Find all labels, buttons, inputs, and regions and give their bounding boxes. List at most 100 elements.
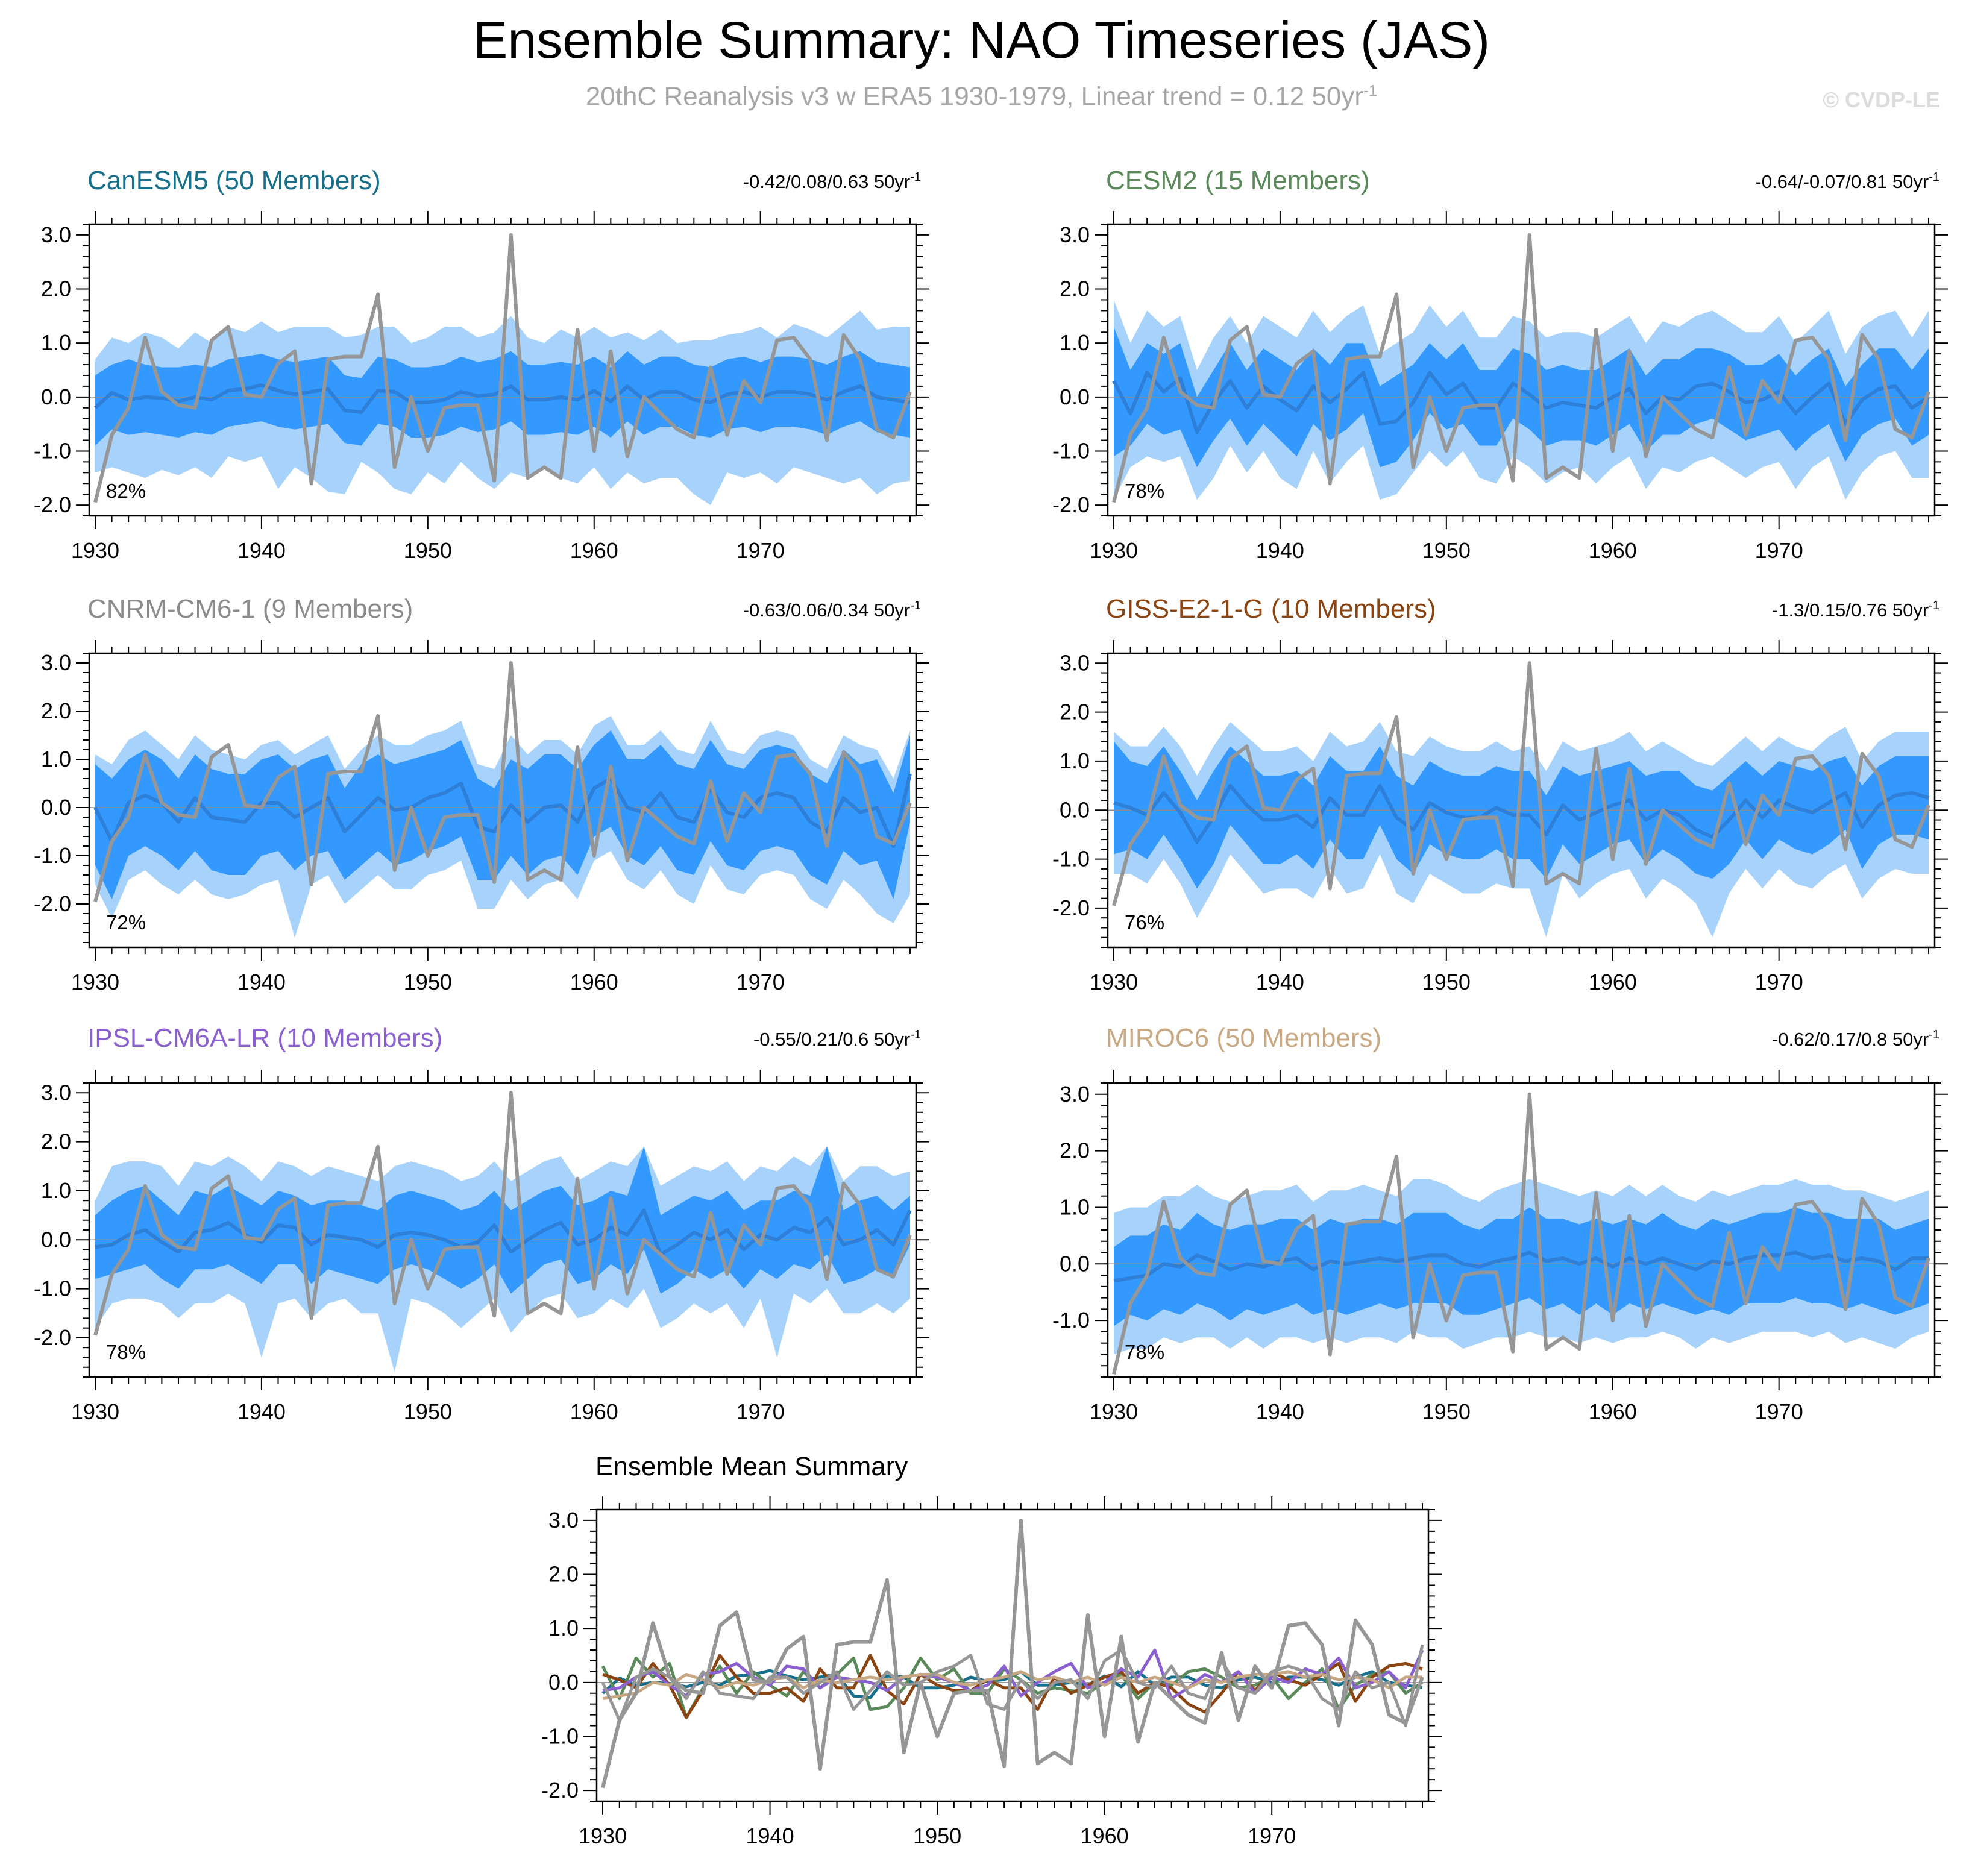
x-tick-label: 1930 [71, 1399, 119, 1424]
series-line-miroc6 [602, 1670, 1422, 1701]
x-tick-label: 1970 [1248, 1824, 1296, 1848]
series-line-cnrm-cm6-1 [601, 1644, 1424, 1727]
panel-trend: -0.42/0.08/0.63 50yr-1 [743, 171, 921, 192]
x-tick-label: 1940 [1256, 538, 1304, 563]
ensemble-mean-line [93, 773, 912, 848]
x-tick-label: 1960 [570, 970, 618, 994]
panel-title: GISS-E2-1-G (10 Members) [1106, 594, 1436, 624]
x-tick-label: 1930 [71, 970, 119, 994]
trend-value: -0.55/0.21/0.6 50yr [753, 1029, 910, 1050]
panel-ensemble-mean-summary: Ensemble Mean Summary -2.0 -1.0 0.0 1.0 2.0 3.… [541, 1452, 1442, 1848]
y-tick-label: 2.0 [1060, 277, 1090, 301]
y-tick-label: 3.0 [41, 1080, 71, 1105]
panel-trend: -0.55/0.21/0.6 50yr-1 [753, 1028, 921, 1050]
plot-area [1108, 233, 1935, 503]
y-tick-label: 3.0 [41, 222, 71, 247]
subtitle-superscript: -1 [1363, 81, 1378, 99]
y-tick-label: -2.0 [34, 492, 71, 517]
percentile-label: 78% [1125, 1341, 1164, 1363]
y-tick-label: 0.0 [548, 1670, 579, 1695]
panel-canesm5: CanESM5 (50 Members) -0.42/0.08/0.63 50yr… [34, 166, 929, 563]
y-tick-label: 1.0 [41, 747, 71, 771]
x-tick-label: 1930 [71, 538, 119, 563]
x-tick-label: 1940 [237, 970, 286, 994]
x-tick-label: 1930 [579, 1824, 627, 1848]
panel-title: CESM2 (15 Members) [1106, 166, 1370, 195]
x-tick-label: 1970 [737, 970, 785, 994]
ensemble-mean-line [1113, 1250, 1929, 1283]
panel-giss-e2-1-g: GISS-E2-1-G (10 Members) -1.3/0.15/0.76 5… [1052, 594, 1948, 994]
x-tick-label: 1950 [913, 1824, 961, 1848]
y-tick-label: -1.0 [1052, 1308, 1090, 1332]
x-tick-label: 1950 [1422, 538, 1471, 563]
figure-title: Ensemble Summary: NAO Timeseries (JAS) [473, 11, 1490, 69]
y-tick-label: 1.0 [1060, 1194, 1090, 1219]
trend-value: -0.42/0.08/0.63 50yr [743, 171, 910, 192]
y-tick-label: 0.0 [1060, 797, 1090, 822]
x-tick-label: 1950 [404, 1399, 452, 1424]
credit-label: © CVDP-LE [1823, 87, 1940, 112]
plot-frame [88, 223, 917, 517]
panel-cesm2: CESM2 (15 Members) -0.64/-0.07/0.81 50yr-… [1052, 166, 1948, 563]
trend-superscript: -1 [910, 599, 921, 612]
x-tick-label: 1950 [404, 538, 452, 563]
trend-superscript: -1 [910, 1028, 921, 1041]
panel-title: CNRM-CM6-1 (9 Members) [87, 594, 413, 624]
y-tick-label: -1.0 [34, 438, 71, 463]
y-tick-label: 2.0 [548, 1562, 579, 1587]
series-line-giss-e2-1-g [602, 1654, 1423, 1719]
y-tick-label: 1.0 [1060, 748, 1090, 773]
x-tick-label: 1960 [570, 1399, 618, 1424]
percentile-label: 82% [106, 480, 146, 502]
percentile-label: 72% [106, 911, 146, 933]
observations-line [1112, 1092, 1930, 1375]
plot-frame [1107, 223, 1936, 517]
y-tick-label: -1.0 [34, 1276, 71, 1301]
trend-superscript: -1 [1929, 171, 1939, 184]
observations-line [93, 661, 912, 902]
y-tick-label: 2.0 [1060, 700, 1090, 724]
y-tick-label: 3.0 [548, 1508, 579, 1532]
y-tick-label: 2.0 [41, 277, 71, 301]
series-line-ipsl-cm6a-lr [602, 1648, 1424, 1701]
panel-trend: -0.64/-0.07/0.81 50yr-1 [1755, 171, 1939, 192]
percentile-label: 78% [1125, 480, 1164, 502]
x-tick-label: 1930 [1090, 1399, 1138, 1424]
panel-trend: -0.62/0.17/0.8 50yr-1 [1772, 1028, 1939, 1050]
plot-frame [88, 652, 917, 949]
observations-line [93, 1091, 912, 1336]
percentile-label: 78% [106, 1341, 146, 1363]
y-tick-label: 3.0 [1060, 222, 1090, 247]
y-tick-label: 0.0 [41, 1227, 71, 1252]
y-tick-label: 3.0 [41, 650, 71, 675]
trend-value: -1.3/0.15/0.76 50yr [1772, 600, 1929, 621]
ensemble-mean-line [1113, 783, 1929, 844]
y-tick-label: 1.0 [1060, 330, 1090, 355]
trend-superscript: -1 [1929, 1028, 1939, 1041]
observations-line [1112, 233, 1930, 503]
y-tick-label: -1.0 [1052, 438, 1090, 463]
x-tick-label: 1930 [1090, 538, 1138, 563]
observations-line [93, 233, 912, 503]
x-tick-label: 1940 [1256, 970, 1304, 994]
y-tick-label: 3.0 [1060, 650, 1090, 675]
trend-superscript: -1 [1929, 599, 1939, 612]
x-tick-label: 1970 [737, 538, 785, 563]
ensemble-mean-line [1112, 371, 1930, 434]
y-tick-label: 0.0 [41, 795, 71, 820]
x-tick-label: 1940 [746, 1824, 794, 1848]
x-tick-label: 1940 [237, 1399, 286, 1424]
x-tick-label: 1970 [1755, 538, 1803, 563]
x-tick-label: 1950 [404, 970, 452, 994]
y-tick-label: -1.0 [1052, 847, 1090, 871]
y-tick-label: 1.0 [41, 1178, 71, 1203]
y-tick-label: 1.0 [41, 330, 71, 355]
x-tick-label: 1970 [1755, 970, 1803, 994]
plot-frame [595, 1508, 1430, 1802]
plot-area [597, 1518, 1428, 1789]
x-tick-label: 1970 [1755, 1399, 1803, 1424]
y-tick-label: -2.0 [34, 1325, 71, 1350]
x-tick-label: 1960 [1589, 970, 1637, 994]
y-tick-label: -2.0 [541, 1778, 579, 1802]
